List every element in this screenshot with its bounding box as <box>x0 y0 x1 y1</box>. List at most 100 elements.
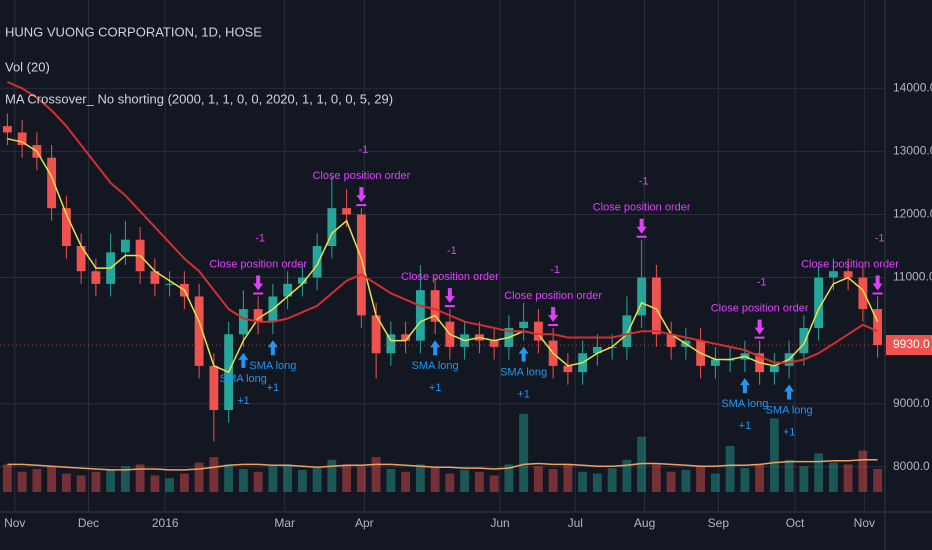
volume-bar <box>430 468 440 492</box>
volume-bar <box>740 468 750 492</box>
candle-body <box>209 365 219 410</box>
volume-bar <box>548 469 558 492</box>
signal-label: Close position order <box>593 202 691 214</box>
x-tick-label: Oct <box>786 516 805 530</box>
volume-bar <box>179 473 189 492</box>
long-arrow <box>784 384 795 400</box>
signal-qty: -1 <box>875 232 885 244</box>
signal-label: Close position order <box>504 290 602 302</box>
volume-bar <box>356 466 366 492</box>
candle-body <box>858 277 868 310</box>
candle-body <box>799 328 809 354</box>
volume-bar <box>224 464 234 492</box>
volume-bar <box>327 459 337 492</box>
volume-bar <box>76 475 86 492</box>
volume-bar <box>342 464 352 492</box>
volume-bar <box>637 436 647 492</box>
y-tick-label: 9000.0 <box>893 396 930 410</box>
volume-bar <box>268 466 278 492</box>
y-tick-label: 14000.0 <box>893 80 932 94</box>
candle-body <box>371 315 381 354</box>
last-price-label: 9930.0 <box>893 337 930 351</box>
candle-body <box>91 271 101 284</box>
candle-body <box>120 239 130 253</box>
candle-body <box>415 290 425 341</box>
candle-body <box>61 208 71 246</box>
volume-bar <box>622 459 632 492</box>
candle-body <box>47 157 57 209</box>
signal-qty: +1 <box>237 395 250 407</box>
volume-bar <box>194 462 204 492</box>
candle-body <box>533 321 543 341</box>
long-arrow <box>430 340 441 356</box>
volume-bar <box>696 466 706 492</box>
volume-bar <box>135 464 145 492</box>
volume-bar <box>401 471 411 492</box>
candle-body <box>150 271 160 284</box>
signal-qty: +1 <box>739 420 752 432</box>
volume-bar <box>858 450 868 492</box>
signal-label: SMA long <box>766 404 813 416</box>
volume-bar <box>106 469 116 492</box>
signal-qty: -1 <box>757 277 767 289</box>
ma-lines <box>7 81 879 374</box>
volume-bar <box>592 473 602 492</box>
candle-body <box>637 277 647 316</box>
signal-qty: +1 <box>267 382 280 394</box>
volume-bar <box>32 469 42 492</box>
signal-qty: +1 <box>429 382 442 394</box>
volume-bar <box>563 464 573 492</box>
volume-bar <box>91 471 101 492</box>
close-arrow <box>754 319 765 339</box>
signal-label: SMA long <box>721 398 768 410</box>
candle-body <box>828 271 838 278</box>
volume-bar <box>504 464 514 492</box>
volume-bar <box>371 457 381 492</box>
candle-body <box>814 277 824 328</box>
close-arrow <box>253 275 264 295</box>
x-tick-label: 2016 <box>152 516 179 530</box>
x-tick-label: Aug <box>634 516 655 530</box>
ma-line <box>7 138 879 374</box>
signal-qty: +1 <box>517 389 530 401</box>
close-arrow <box>356 187 367 207</box>
close-arrow <box>444 288 455 308</box>
volume-bar <box>681 469 691 492</box>
volume-bar <box>533 466 543 492</box>
signal-label: SMA long <box>249 360 296 372</box>
volume-bar <box>519 413 529 492</box>
volume-legend: Vol (20) <box>5 59 50 74</box>
candle-body <box>519 321 529 328</box>
candle-body <box>386 334 396 354</box>
candle-body <box>843 271 853 278</box>
close-arrow <box>636 218 647 238</box>
signal-label: Close position order <box>711 303 809 315</box>
volume-bar <box>283 464 293 492</box>
candle-body <box>651 277 661 335</box>
volume-bar <box>873 469 883 492</box>
candle-body <box>165 283 175 285</box>
volume-bar <box>209 457 219 492</box>
signal-label: SMA long <box>220 373 267 385</box>
candle-body <box>283 283 293 297</box>
x-tick-label: Nov <box>4 516 25 530</box>
signal-qty: +1 <box>783 426 796 438</box>
volume-bar <box>769 418 779 492</box>
candle-body <box>76 246 86 272</box>
x-tick-label: Dec <box>78 516 99 530</box>
volume-bar <box>651 464 661 492</box>
candle-body <box>238 309 248 335</box>
volume-bar <box>784 459 794 492</box>
volume-bar <box>415 464 425 492</box>
signal-qty: -1 <box>639 176 649 188</box>
long-arrow <box>518 346 529 362</box>
volume-bar <box>253 471 263 492</box>
chart-title: HUNG VUONG CORPORATION, 1D, HOSE <box>5 24 262 39</box>
candle-body <box>253 309 263 322</box>
volume-bar <box>61 473 71 492</box>
candle-body <box>592 346 602 354</box>
volume-bar <box>489 475 499 492</box>
